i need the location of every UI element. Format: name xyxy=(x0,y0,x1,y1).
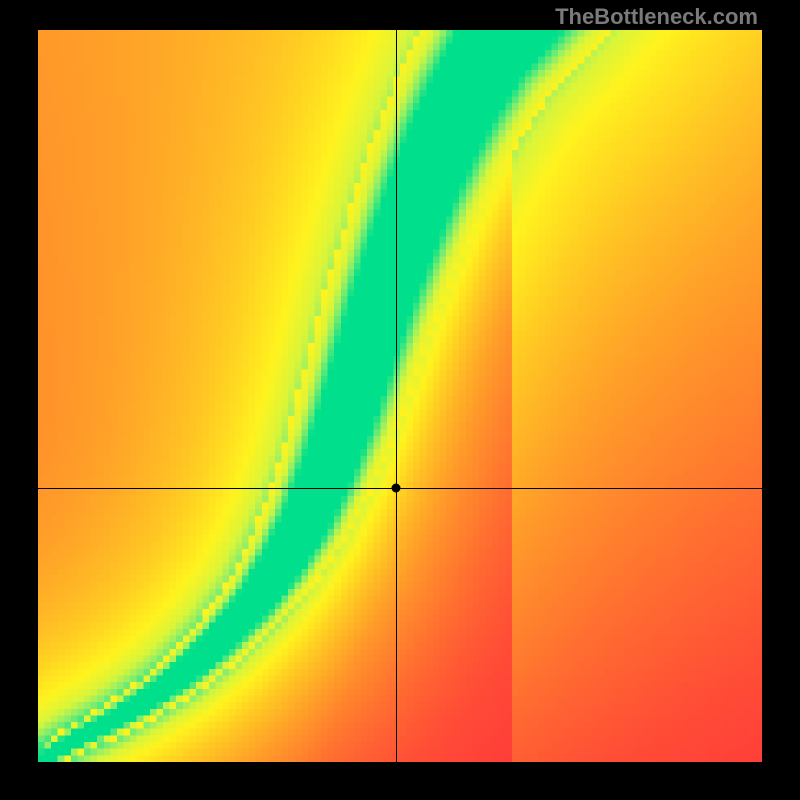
chart-root: TheBottleneck.com xyxy=(0,0,800,800)
crosshair-vertical xyxy=(396,30,397,762)
crosshair-marker-dot xyxy=(392,483,401,492)
heatmap-canvas xyxy=(38,30,762,762)
watermark-label: TheBottleneck.com xyxy=(555,4,758,30)
